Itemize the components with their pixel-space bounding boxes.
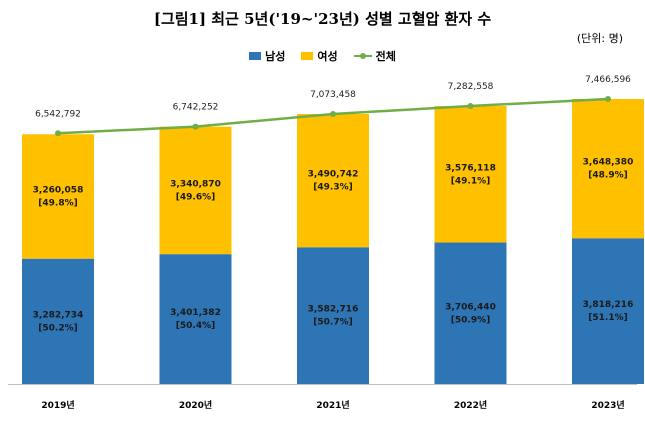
bar-male-1 [159,254,232,384]
data-label-male-0: 3,282,734 [33,310,84,320]
data-label-male-share-3: [50.9%] [451,315,490,325]
data-label-male-1: 3,401,382 [170,308,221,318]
point-total-4 [605,96,611,102]
data-label-female-share-4: [48.9%] [588,171,627,181]
data-label-female-share-3: [49.1%] [451,176,490,186]
bar-male-0 [22,258,94,384]
data-label-male-4: 3,818,216 [583,300,634,310]
legend-item-total: 전체 [353,48,396,64]
bar-female-1 [159,126,232,255]
data-label-female-1: 3,340,870 [170,179,221,189]
legend-swatch-total [353,52,372,60]
data-label-total-2: 7,073,458 [310,90,356,100]
bar-male-4 [572,238,644,384]
bar-female-4 [572,99,644,239]
data-label-total-4: 7,466,596 [585,75,631,85]
bar-female-0 [22,134,94,259]
point-total-0 [55,130,61,137]
data-label-female-share-1: [49.6%] [176,192,215,202]
data-label-female-4: 3,648,380 [583,158,634,168]
legend-item-male: 남성 [249,48,285,64]
data-label-female-0: 3,260,058 [33,185,84,195]
x-tick-label-1: 2020년 [179,399,212,411]
x-tick-label-2: 2021년 [316,399,349,411]
data-label-total-3: 7,282,558 [448,82,494,92]
x-tick-label-4: 2023년 [591,399,624,411]
bar-male-2 [297,247,369,384]
bar-male-3 [434,242,507,384]
data-label-male-share-0: [50.2%] [38,323,77,333]
legend-label-female: 여성 [317,50,338,63]
legend-item-female: 여성 [301,48,338,64]
data-label-male-share-1: [50.4%] [176,321,215,331]
data-label-total-0: 6,542,792 [35,109,81,119]
data-label-female-share-2: [49.3%] [313,183,352,193]
legend-swatch-female [301,52,314,60]
data-label-male-share-4: [51.1%] [588,313,627,323]
chart-legend: 남성 여성 전체 [0,48,645,64]
legend-swatch-male [249,52,262,60]
data-label-female-share-0: [49.8%] [38,198,77,208]
bar-female-2 [297,114,369,248]
point-total-2 [330,111,336,118]
legend-label-total: 전체 [375,50,396,63]
point-total-3 [467,103,474,110]
chart-title: [그림1] 최근 5년('19~'23년) 성별 고혈압 환자 수 [153,10,492,28]
data-label-female-3: 3,576,118 [445,163,496,173]
x-tick-label-0: 2019년 [41,399,74,411]
data-label-total-1: 6,742,252 [173,103,219,113]
legend-label-male: 남성 [265,50,286,63]
unit-label: (단위: 명) [576,32,623,45]
data-label-female-2: 3,490,742 [308,170,359,180]
data-label-male-2: 3,582,716 [308,305,359,315]
x-tick-label-3: 2022년 [454,399,487,411]
data-label-male-share-2: [50.7%] [313,318,352,328]
bar-female-3 [434,106,507,243]
point-total-1 [192,123,199,130]
data-label-male-3: 3,706,440 [445,302,496,312]
